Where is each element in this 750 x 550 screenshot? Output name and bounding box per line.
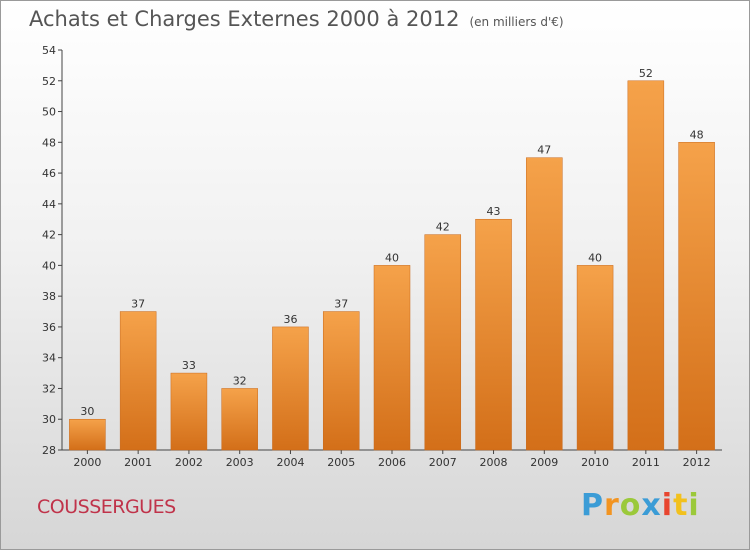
x-tick-label-2004: 2004 [276, 456, 304, 469]
chart-header: Achats et Charges Externes 2000 à 2012 (e… [29, 7, 564, 31]
bar-2000 [69, 418, 106, 451]
data-label-2010: 40 [588, 251, 602, 264]
data-labels: 30 37 33 32 36 37 40 42 43 47 40 52 48 [80, 67, 703, 418]
logo-letter-t: t [673, 488, 689, 523]
chart-title: Achats et Charges Externes 2000 à 2012 [29, 7, 460, 31]
logo-letter-x: x [641, 488, 662, 523]
data-label-2012: 48 [690, 128, 704, 141]
chart-subtitle: (en milliers d'€) [469, 15, 564, 29]
x-tick-label-2011: 2011 [632, 456, 660, 469]
data-label-2007: 42 [436, 221, 450, 234]
bar-2002 [170, 372, 208, 451]
bars [69, 80, 715, 451]
y-tick-label: 42 [42, 229, 56, 242]
data-label-2002: 33 [182, 359, 196, 372]
x-tick-label-2005: 2005 [327, 456, 355, 469]
bar-2006 [373, 265, 411, 451]
logo-letter-o: o [619, 488, 642, 523]
commune-name: COUSSERGUES [37, 496, 176, 518]
y-tick-label: 34 [42, 352, 56, 365]
y-tick-label: 50 [42, 106, 56, 119]
y-tick-label: 36 [42, 321, 56, 334]
bar-2001 [119, 311, 157, 451]
data-label-2001: 37 [131, 298, 145, 311]
y-tick-label: 46 [42, 167, 56, 180]
x-tick-label-2006: 2006 [378, 456, 406, 469]
data-label-2008: 43 [487, 205, 501, 218]
x-tick-label-2001: 2001 [124, 456, 152, 469]
bar-2005 [322, 311, 360, 451]
y-tick-label: 30 [42, 413, 56, 426]
bar-2003 [221, 388, 258, 451]
x-tick-label-2010: 2010 [581, 456, 609, 469]
x-tick-label-2003: 2003 [226, 456, 254, 469]
x-tick-label-2000: 2000 [73, 456, 101, 469]
logo-letter-i: i [661, 488, 674, 523]
data-label-2006: 40 [385, 251, 399, 264]
data-label-2011: 52 [639, 67, 653, 80]
y-tick-label: 28 [42, 444, 56, 457]
x-tick-label-2002: 2002 [175, 456, 203, 469]
x-tick-label-2009: 2009 [530, 456, 558, 469]
data-label-2009: 47 [537, 144, 551, 157]
x-tick-label-2007: 2007 [429, 456, 457, 469]
data-label-2005: 37 [334, 298, 348, 311]
logo-letter-i-2: i [688, 488, 700, 523]
data-label-2000: 30 [80, 405, 94, 418]
proxiti-logo: Proxiti [581, 488, 700, 523]
bar-2007 [424, 234, 462, 451]
logo-letter-r: r [604, 488, 620, 523]
bar-2010 [576, 265, 614, 451]
bar-2004 [272, 326, 309, 451]
bar-2009 [526, 157, 563, 451]
bar-2012 [678, 142, 715, 451]
y-tick-label: 44 [42, 198, 56, 211]
y-tick-label: 48 [42, 136, 56, 149]
x-tick-label-2008: 2008 [480, 456, 508, 469]
data-label-2004: 36 [283, 313, 297, 326]
logo-letter-p: P [581, 488, 604, 523]
y-tick-label: 40 [42, 259, 56, 272]
bar-2008 [475, 218, 512, 451]
y-tick-label: 32 [42, 382, 56, 395]
bar-2011 [627, 80, 665, 451]
data-label-2003: 32 [233, 374, 247, 387]
y-tick-label: 54 [42, 44, 56, 57]
x-tick-label-2012: 2012 [683, 456, 711, 469]
y-tick-label: 38 [42, 290, 56, 303]
y-tick-label: 52 [42, 75, 56, 88]
